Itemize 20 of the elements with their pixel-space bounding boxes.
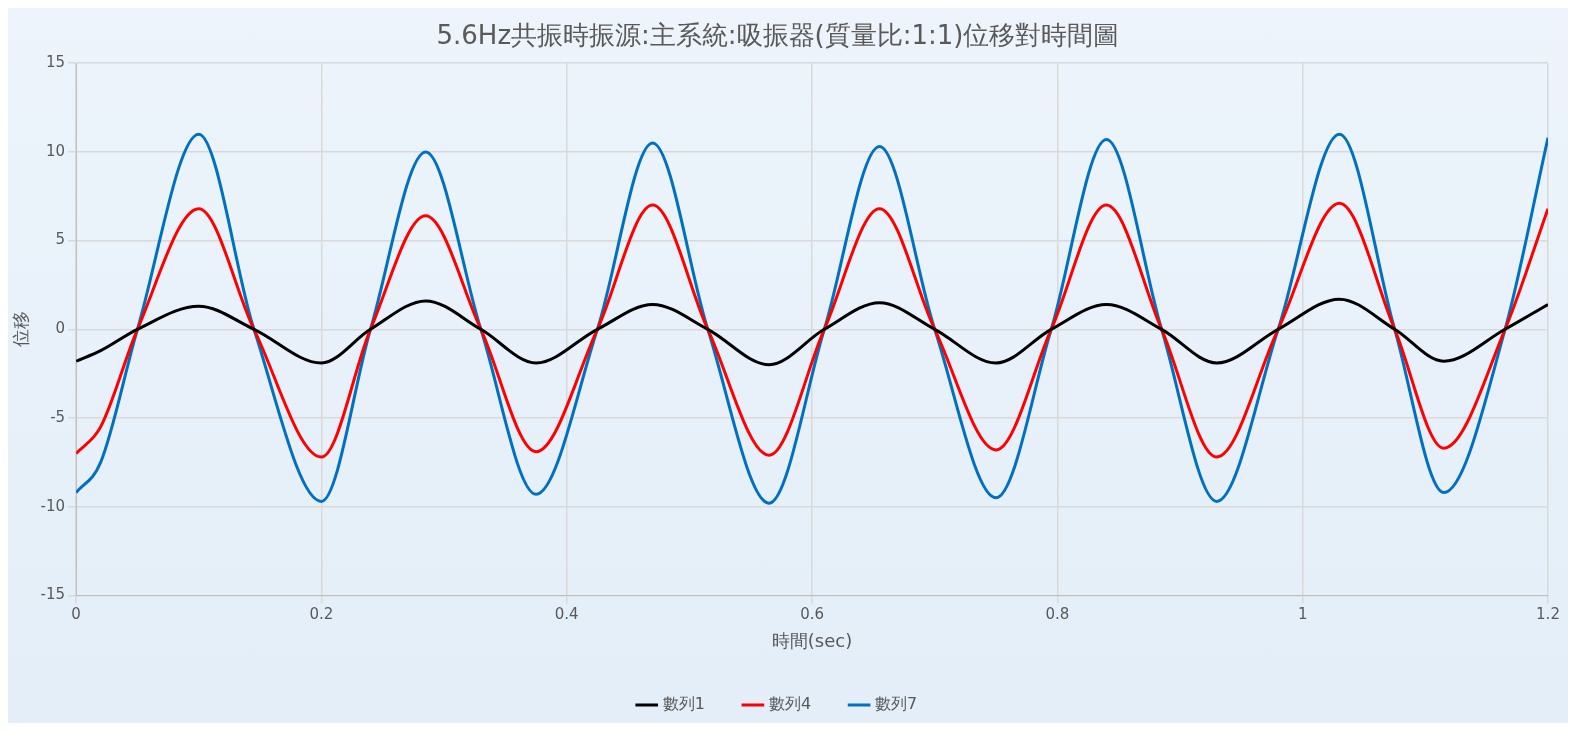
x-tick-label: 0.2: [309, 605, 334, 624]
y-tick-label: -15: [40, 585, 66, 604]
y-tick-label: 5: [55, 230, 66, 249]
y-tick-label: 10: [46, 141, 66, 160]
x-tick-label: 0: [71, 605, 81, 624]
x-tick-label: 1.2: [1536, 605, 1560, 624]
chart-title: 5.6Hz共振時振源:主系統:吸振器(質量比:1:1)位移對時間圖: [436, 20, 1120, 51]
x-tick-label: 0.4: [554, 605, 579, 624]
x-axis-title: 時間(sec): [771, 629, 853, 651]
y-axis-title: 位移: [10, 311, 32, 348]
legend-label: 數列7: [875, 694, 918, 714]
x-tick-label: 0.6: [800, 605, 824, 624]
legend-label: 數列1: [662, 694, 705, 714]
x-tick-label: 1: [1297, 605, 1308, 624]
y-tick-label: 0: [55, 319, 66, 338]
y-tick-label: 15: [46, 53, 66, 72]
y-tick-label: -5: [50, 407, 66, 426]
y-tick-label: -10: [40, 496, 66, 515]
x-tick-label: 0.8: [1045, 605, 1070, 624]
legend-label: 數列4: [768, 694, 812, 714]
